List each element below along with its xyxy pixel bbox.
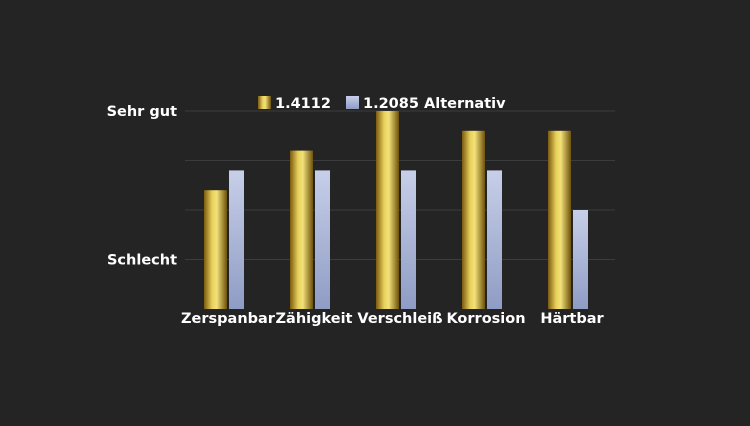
x-tick-label: Härtbar (540, 311, 604, 327)
legend-label: 1.4112 (275, 96, 331, 112)
bar-series2-0 (229, 170, 244, 309)
y-tick-label: Schlecht (107, 253, 177, 269)
legend-swatch (258, 96, 271, 109)
legend-label: 1.2085 Alternativ (363, 96, 506, 112)
bar-series1-1 (290, 150, 313, 309)
bar-series2-1 (315, 170, 330, 309)
bar-series1-4 (548, 130, 571, 309)
bar-series1-2 (376, 111, 399, 309)
x-tick-label: Zerspanbar (181, 311, 276, 327)
y-tick-label: Sehr gut (107, 104, 178, 120)
bar-series1-0 (204, 190, 227, 309)
bar-series2-3 (487, 170, 502, 309)
bar-series1-3 (462, 130, 485, 309)
legend-swatch (346, 96, 359, 109)
x-tick-label: Verschleiß (357, 311, 442, 327)
bar-series2-2 (401, 170, 416, 309)
x-tick-label: Korrosion (446, 311, 525, 327)
x-tick-label: Zähigkeit (276, 311, 353, 327)
bar-series2-4 (573, 210, 588, 309)
